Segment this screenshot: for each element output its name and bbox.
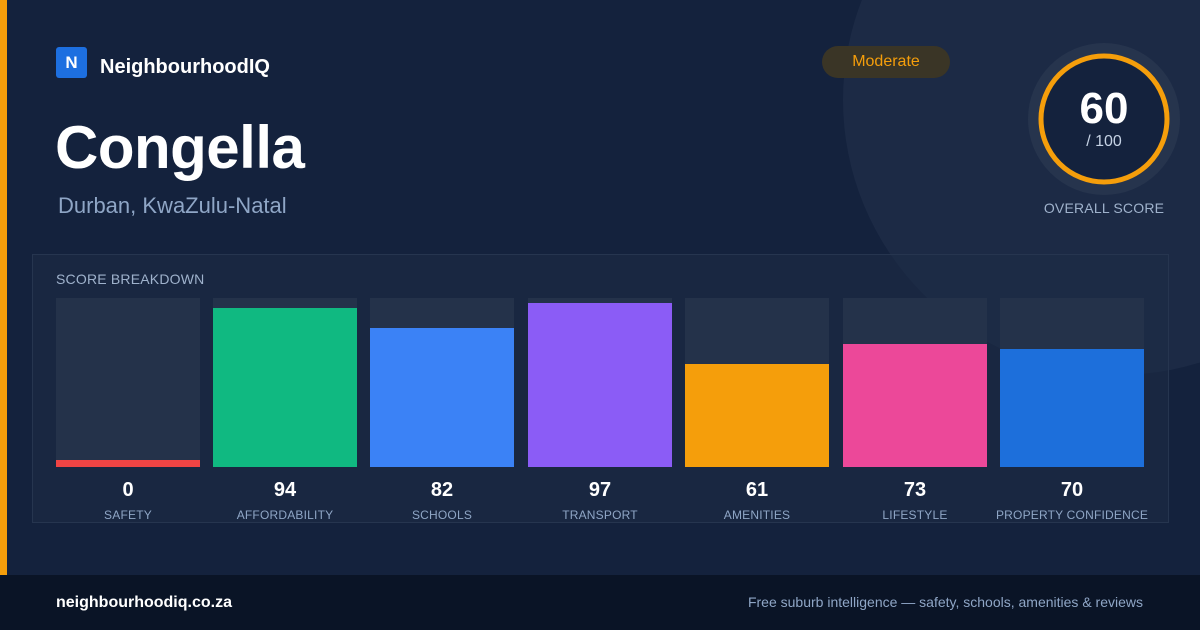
score-column-affordability: 94 AFFORDABILITY — [213, 298, 357, 522]
score-bar-fill — [843, 343, 987, 467]
brand-name: NeighbourhoodIQ — [100, 56, 270, 78]
score-label: PROPERTY CONFIDENCE — [995, 508, 1149, 522]
score-bar-track — [213, 298, 357, 467]
score-value: 73 — [903, 479, 927, 501]
overall-score-label: OVERALL SCORE — [1043, 200, 1165, 216]
logo-icon: N — [56, 47, 87, 78]
score-column-safety: 0 SAFETY — [56, 298, 200, 522]
rating-badge: Moderate — [822, 46, 950, 78]
score-value: 82 — [430, 479, 454, 501]
footer: neighbourhoodiq.co.za Free suburb intell… — [0, 575, 1200, 630]
score-bar-fill — [1000, 348, 1144, 467]
score-label: SAFETY — [104, 508, 152, 522]
score-bar-track — [843, 298, 987, 467]
score-bar-fill — [685, 363, 829, 467]
score-ring-arc — [1038, 53, 1170, 185]
score-column-schools: 82 SCHOOLS — [370, 298, 514, 522]
score-column-lifestyle: 73 LIFESTYLE — [843, 298, 987, 522]
overall-score-max: / 100 — [1086, 133, 1122, 150]
overall-score-ring: 60 / 100 — [1028, 43, 1180, 195]
score-column-property-confidence: 70 PROPERTY CONFIDENCE — [996, 298, 1148, 522]
score-value: 0 — [122, 479, 134, 501]
score-bar-fill — [56, 460, 200, 467]
score-bar-track — [1000, 298, 1144, 467]
suburb-title: Congella — [55, 114, 305, 181]
score-value: 70 — [1060, 479, 1084, 501]
score-column-amenities: 61 AMENITIES — [685, 298, 829, 522]
suburb-location: Durban, KwaZulu-Natal — [58, 193, 287, 218]
score-bar-track — [56, 298, 200, 467]
score-label: AFFORDABILITY — [236, 508, 334, 522]
score-bar-fill — [528, 303, 672, 467]
score-ring-graphic — [1028, 43, 1180, 195]
score-bar-fill — [370, 328, 514, 467]
score-bar-track — [370, 298, 514, 467]
score-label: TRANSPORT — [562, 508, 638, 522]
score-label: AMENITIES — [723, 508, 791, 522]
score-value: 61 — [745, 479, 769, 501]
footer-tagline: Free suburb intelligence — safety, schoo… — [747, 594, 1143, 610]
score-value: 97 — [588, 479, 612, 501]
score-label: LIFESTYLE — [882, 508, 948, 522]
score-value: 94 — [273, 479, 297, 501]
footer-domain-link[interactable]: neighbourhoodiq.co.za — [56, 594, 232, 611]
score-label: SCHOOLS — [411, 508, 473, 522]
score-breakdown-title: SCORE BREAKDOWN — [56, 271, 205, 287]
score-bar-track — [528, 298, 672, 467]
score-bar-track — [685, 298, 829, 467]
score-column-transport: 97 TRANSPORT — [528, 298, 672, 522]
score-bar-fill — [213, 308, 357, 467]
overall-score-value: 60 — [1079, 84, 1129, 133]
accent-bar — [0, 0, 7, 575]
brand-logo[interactable]: N NeighbourhoodIQ — [56, 46, 270, 79]
